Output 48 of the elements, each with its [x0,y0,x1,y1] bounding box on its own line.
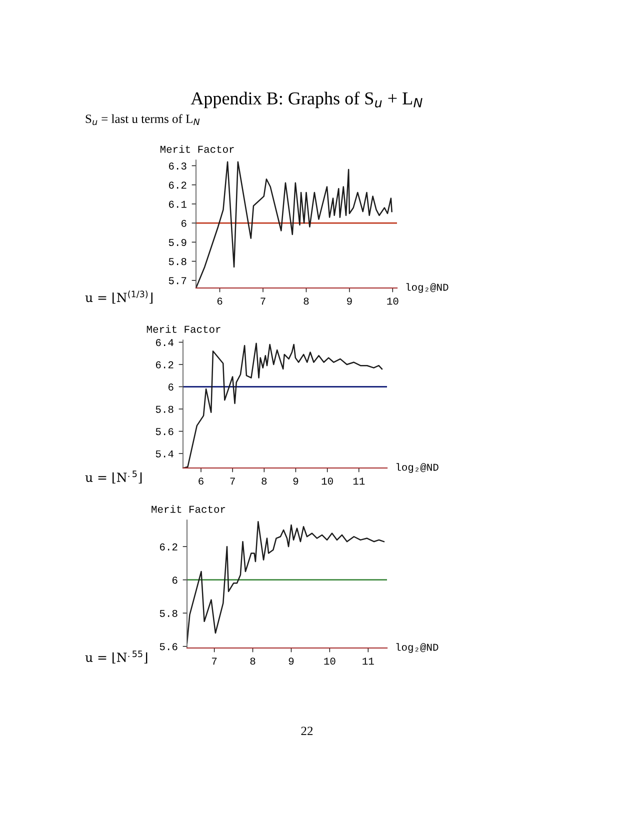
x-tick-label: 8 [250,658,256,665]
y-tick-label: 6.2 [168,182,186,189]
x-tick-label: 9 [288,658,294,665]
x-tick-label: 6 [217,298,222,305]
x-tick-label: 6 [198,478,204,485]
x-tick-label: 7 [212,658,217,665]
y-axis-title: Merit Factor [160,145,234,153]
x-tick-label: 7 [230,478,235,485]
chart-subtitle: S$_{u}$ = last u terms of L$_{N}$ [86,114,200,126]
y-tick-label: 6.1 [168,200,186,208]
y-tick-label: 5.8 [168,258,186,266]
y-tick-label: 5.6 [160,643,178,650]
y-tick-label: 6 [181,220,186,227]
x-tick-label: 10 [324,658,336,665]
y-tick-label: 6 [172,576,178,584]
text: 22 [301,726,313,736]
x-tick-label: 9 [347,298,352,305]
line-series [187,521,385,644]
y-tick-label: 5.6 [156,428,174,436]
x-axis-title: log₂@ND [406,283,448,293]
y-tick-label: 6.2 [156,361,174,368]
x-tick-label: 11 [362,658,374,665]
y-axis-title: Merit Factor [146,325,220,333]
y-axis-title: Merit Factor [152,505,226,513]
x-tick-label: 10 [322,478,333,485]
y-tick-label: 5.7 [168,277,186,284]
x-tick-label: 9 [293,478,298,485]
x-tick-label: 8 [304,298,309,305]
x-tick-label: 10 [387,298,398,305]
x-tick-label: 11 [353,478,365,485]
text: u = ⌊N$^{(1/3)}$⌋ [85,290,152,304]
x-axis-title: log₂@ND [396,463,438,473]
chart-title: Appendix B: Graphs of S$_{u}$ + L$_{N}$ [190,92,422,108]
x-tick-label: 8 [262,478,267,485]
line-series [196,161,392,288]
x-axis-title: log₂@ND [396,643,438,653]
x-tick-label: 7 [260,298,266,305]
y-tick-label: 6.3 [168,162,186,170]
y-tick-label: 6 [168,384,174,391]
text: u = ⌊N$^{.55}$⌋ [85,650,148,664]
y-tick-label: 6.2 [160,543,178,550]
text: u = ⌊N$^{.5}$⌋ [85,470,142,484]
y-tick-label: 5.4 [156,450,174,458]
y-tick-label: 6.4 [156,339,174,346]
y-tick-label: 5.9 [168,238,186,246]
line-series [183,342,383,468]
y-tick-label: 5.8 [156,406,174,413]
y-tick-label: 5.8 [160,610,178,617]
